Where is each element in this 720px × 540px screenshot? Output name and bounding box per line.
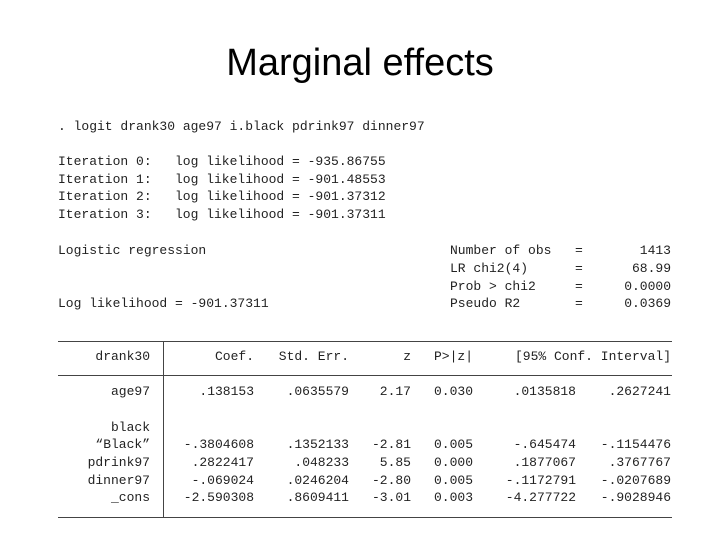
table-top-rule: [58, 341, 672, 342]
iteration-label: Iteration 2:: [58, 189, 152, 204]
table-cell: -3.01: [371, 490, 411, 505]
stat-label: Prob > chi2: [450, 279, 536, 294]
table-cell: .0135818: [513, 384, 576, 399]
stat-sign: =: [575, 243, 583, 258]
table-cell: -.069024: [191, 473, 254, 488]
table-bottom-rule: [58, 517, 672, 518]
table-header: Coef.: [214, 349, 254, 364]
table-cell: -4.277722: [505, 490, 576, 505]
iteration-text: log likelihood = -935.86755: [175, 154, 386, 169]
slide-title: Marginal effects: [226, 42, 494, 84]
row-label: _cons: [110, 490, 150, 505]
table-cell: -.1172791: [505, 473, 576, 488]
table-header: P>|z|: [433, 349, 473, 364]
log-likelihood: Log likelihood = -901.37311: [58, 296, 269, 311]
table-cell: -.1154476: [600, 437, 671, 452]
stat-label: Pseudo R2: [450, 296, 521, 311]
table-cell: -.3804608: [183, 437, 254, 452]
iteration-text: log likelihood = -901.37312: [175, 189, 386, 204]
stat-value: 68.99: [631, 261, 671, 276]
command: . logit drank30 age97 i.black pdrink97 d…: [58, 119, 425, 134]
table-cell: 0.003: [433, 490, 473, 505]
stat-value: 0.0000: [624, 279, 671, 294]
table-column-rule: [163, 341, 164, 518]
iteration-label: Iteration 0:: [58, 154, 152, 169]
table-cell: .1352133: [286, 437, 349, 452]
row-label: pdrink97: [87, 455, 150, 470]
stat-label: LR chi2(4): [450, 261, 529, 276]
table-cell: -.9028946: [600, 490, 671, 505]
table-cell: -.645474: [513, 437, 576, 452]
table-cell: .138153: [199, 384, 254, 399]
table-header-rule: [58, 375, 672, 376]
stat-label: Number of obs: [450, 243, 552, 258]
model-name: Logistic regression: [58, 243, 207, 258]
iteration-text: log likelihood = -901.37311: [175, 207, 386, 222]
stat-sign: =: [575, 296, 583, 311]
table-cell: .3767767: [608, 455, 671, 470]
table-header: [95% Conf. Interval]: [514, 349, 671, 364]
table-header: drank30: [95, 349, 150, 364]
stat-sign: =: [575, 261, 583, 276]
table-cell: .8609411: [286, 490, 349, 505]
table-cell: .2627241: [608, 384, 671, 399]
row-label: black: [110, 420, 150, 435]
table-cell: 0.005: [433, 473, 473, 488]
table-cell: .2822417: [191, 455, 254, 470]
table-cell: -.0207689: [600, 473, 671, 488]
row-label: “Black”: [95, 437, 150, 452]
row-label: age97: [110, 384, 150, 399]
table-header: z: [403, 349, 411, 364]
table-cell: -2.80: [371, 473, 411, 488]
table-cell: 0.000: [433, 455, 473, 470]
row-label: dinner97: [87, 473, 150, 488]
table-header: Std. Err.: [278, 349, 349, 364]
table-cell: 2.17: [379, 384, 411, 399]
table-cell: -2.590308: [183, 490, 254, 505]
table-cell: .0246204: [286, 473, 349, 488]
table-cell: .048233: [294, 455, 349, 470]
iteration-label: Iteration 1:: [58, 172, 152, 187]
table-cell: -2.81: [371, 437, 411, 452]
table-cell: .0635579: [286, 384, 349, 399]
table-cell: 0.030: [433, 384, 473, 399]
table-cell: .1877067: [513, 455, 576, 470]
iteration-label: Iteration 3:: [58, 207, 152, 222]
stat-value: 0.0369: [624, 296, 671, 311]
table-cell: 0.005: [433, 437, 473, 452]
stat-sign: =: [575, 279, 583, 294]
stat-value: 1413: [639, 243, 671, 258]
iteration-text: log likelihood = -901.48553: [175, 172, 386, 187]
table-cell: 5.85: [379, 455, 411, 470]
